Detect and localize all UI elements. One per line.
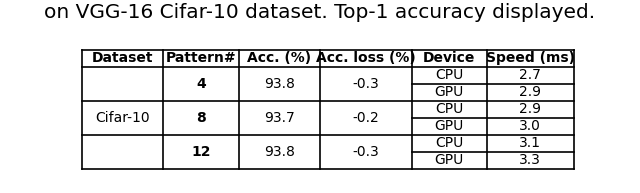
Text: 2.9: 2.9 [519, 102, 541, 116]
Text: GPU: GPU [435, 119, 464, 133]
Text: Acc. loss (%): Acc. loss (%) [316, 51, 415, 65]
Text: CPU: CPU [435, 68, 463, 82]
Text: 12: 12 [191, 145, 211, 159]
Text: 93.8: 93.8 [264, 77, 294, 91]
Text: GPU: GPU [435, 153, 464, 167]
Text: GPU: GPU [435, 85, 464, 99]
Text: -0.3: -0.3 [352, 145, 379, 159]
Text: Dataset: Dataset [92, 51, 154, 65]
Text: CPU: CPU [435, 102, 463, 116]
Text: Speed (ms): Speed (ms) [486, 51, 575, 65]
Text: 3.1: 3.1 [519, 136, 541, 150]
Text: 2.7: 2.7 [519, 68, 541, 82]
Text: 93.8: 93.8 [264, 145, 294, 159]
Text: Cifar-10: Cifar-10 [95, 111, 150, 125]
Text: Pattern#: Pattern# [166, 51, 236, 65]
Text: Device: Device [423, 51, 476, 65]
Text: -0.3: -0.3 [352, 77, 379, 91]
Text: on VGG-16 Cifar-10 dataset. Top-1 accuracy displayed.: on VGG-16 Cifar-10 dataset. Top-1 accura… [44, 3, 596, 22]
Text: 4: 4 [196, 77, 206, 91]
Text: Acc. (%): Acc. (%) [247, 51, 311, 65]
Text: -0.2: -0.2 [352, 111, 379, 125]
Text: 3.0: 3.0 [519, 119, 541, 133]
Text: 93.7: 93.7 [264, 111, 294, 125]
Text: 2.9: 2.9 [519, 85, 541, 99]
Text: 3.3: 3.3 [519, 153, 541, 167]
Text: CPU: CPU [435, 136, 463, 150]
Text: 8: 8 [196, 111, 206, 125]
